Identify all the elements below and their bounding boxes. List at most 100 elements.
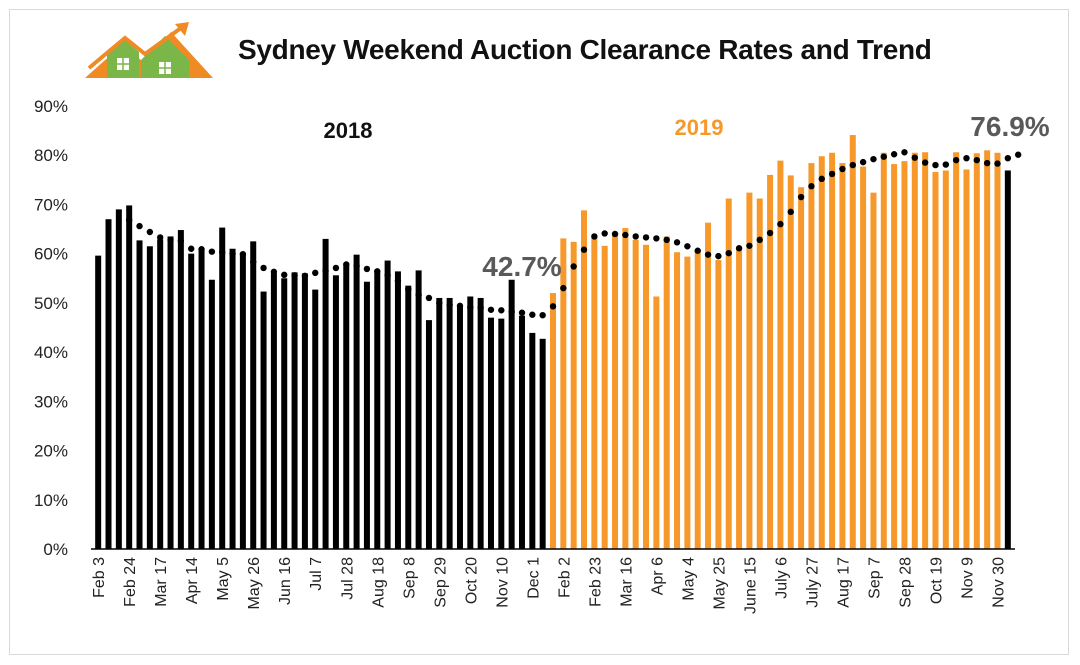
x-tick-label: Jul 7 xyxy=(308,557,325,591)
trend-point xyxy=(353,262,360,270)
bar xyxy=(973,153,980,549)
trend-point xyxy=(849,161,856,169)
trend-point xyxy=(560,284,567,292)
trend-point xyxy=(932,161,939,169)
trend-point xyxy=(456,302,464,310)
trend-point xyxy=(270,268,278,276)
bar xyxy=(808,163,815,549)
trend-point xyxy=(766,229,774,237)
callout-low: 42.7% xyxy=(482,251,561,282)
bar xyxy=(622,228,629,549)
trend-point xyxy=(777,220,784,228)
bar xyxy=(715,260,722,549)
trend-point xyxy=(921,159,929,166)
bar xyxy=(829,152,836,549)
y-tick-label: 60% xyxy=(34,245,68,264)
x-tick-label: Sep 7 xyxy=(866,557,883,599)
bar xyxy=(405,285,412,549)
trend-point xyxy=(529,311,536,318)
trend-group xyxy=(125,149,1022,319)
bar xyxy=(643,244,650,549)
x-tick-label: Feb 3 xyxy=(91,557,108,598)
x-tick-label: Oct 19 xyxy=(928,557,945,604)
x-tick-label: Nov 30 xyxy=(990,557,1007,608)
y-axis: 0% 10% 20% 30% 40% 50% 60% 70% 80% 90% xyxy=(34,97,68,559)
trend-point xyxy=(663,236,670,244)
trend-point xyxy=(405,285,412,293)
x-tick-label: Sep 29 xyxy=(432,557,449,608)
bar xyxy=(270,273,277,549)
bar xyxy=(229,248,236,549)
bar xyxy=(767,174,774,549)
trend-point xyxy=(374,268,381,275)
bar xyxy=(591,236,598,550)
x-tick-label: Dec 1 xyxy=(525,557,542,599)
bar xyxy=(436,297,443,549)
bar xyxy=(922,152,929,549)
trend-point xyxy=(818,175,825,183)
trend-point xyxy=(828,170,836,178)
bar xyxy=(653,296,660,549)
x-tick-label: Oct 20 xyxy=(463,557,480,604)
trend-point xyxy=(508,308,515,315)
bar xyxy=(353,254,360,549)
x-tick-label: May 25 xyxy=(711,557,728,610)
bar xyxy=(415,270,422,549)
trend-point xyxy=(859,158,867,166)
trend-point xyxy=(797,193,805,201)
trend-point xyxy=(301,272,309,280)
trend-point xyxy=(518,309,526,316)
trend-point xyxy=(632,233,639,240)
bar xyxy=(725,198,732,549)
trend-point xyxy=(167,236,174,244)
trend-point xyxy=(384,272,391,279)
trend-point xyxy=(177,237,185,245)
trend-point xyxy=(746,242,753,249)
bar xyxy=(860,166,867,549)
y-tick-label: 90% xyxy=(34,97,68,116)
bar xyxy=(632,239,639,549)
trend-point xyxy=(890,151,898,158)
trend-point xyxy=(601,230,608,237)
trend-point xyxy=(642,234,650,241)
trend-point xyxy=(611,230,619,238)
bar xyxy=(219,227,226,549)
bar xyxy=(177,230,184,550)
x-tick-label: May 26 xyxy=(246,557,263,610)
trend-point xyxy=(715,252,722,260)
trend-point xyxy=(239,250,247,258)
trend-point xyxy=(735,245,743,252)
trend-point xyxy=(880,153,887,160)
trend-point xyxy=(973,156,981,164)
y-tick-label: 80% xyxy=(34,146,68,165)
bar xyxy=(746,192,753,549)
trend-point xyxy=(487,306,495,313)
bar xyxy=(250,241,257,549)
trend-point xyxy=(756,236,763,244)
bar xyxy=(539,338,546,549)
bar xyxy=(136,240,143,550)
y-tick-label: 30% xyxy=(34,392,68,411)
bars-group xyxy=(95,135,1011,550)
trend-point xyxy=(281,271,288,279)
trend-point xyxy=(125,216,133,224)
year-label-2019: 2019 xyxy=(675,115,724,140)
bar xyxy=(818,156,825,549)
trend-point xyxy=(653,235,660,242)
trend-point xyxy=(394,277,402,284)
trend-point xyxy=(725,249,732,257)
bar xyxy=(208,279,215,549)
bar xyxy=(95,255,102,549)
trend-point xyxy=(580,246,588,253)
trend-point xyxy=(250,258,257,266)
trend-point xyxy=(622,231,629,239)
x-tick-label: July 27 xyxy=(804,557,821,608)
bar xyxy=(312,289,319,549)
bar xyxy=(332,275,339,549)
trend-point xyxy=(684,243,691,250)
bar xyxy=(188,253,195,549)
trend-point xyxy=(446,301,453,309)
trend-point xyxy=(498,307,505,314)
bar xyxy=(756,198,763,549)
bar xyxy=(870,192,877,549)
